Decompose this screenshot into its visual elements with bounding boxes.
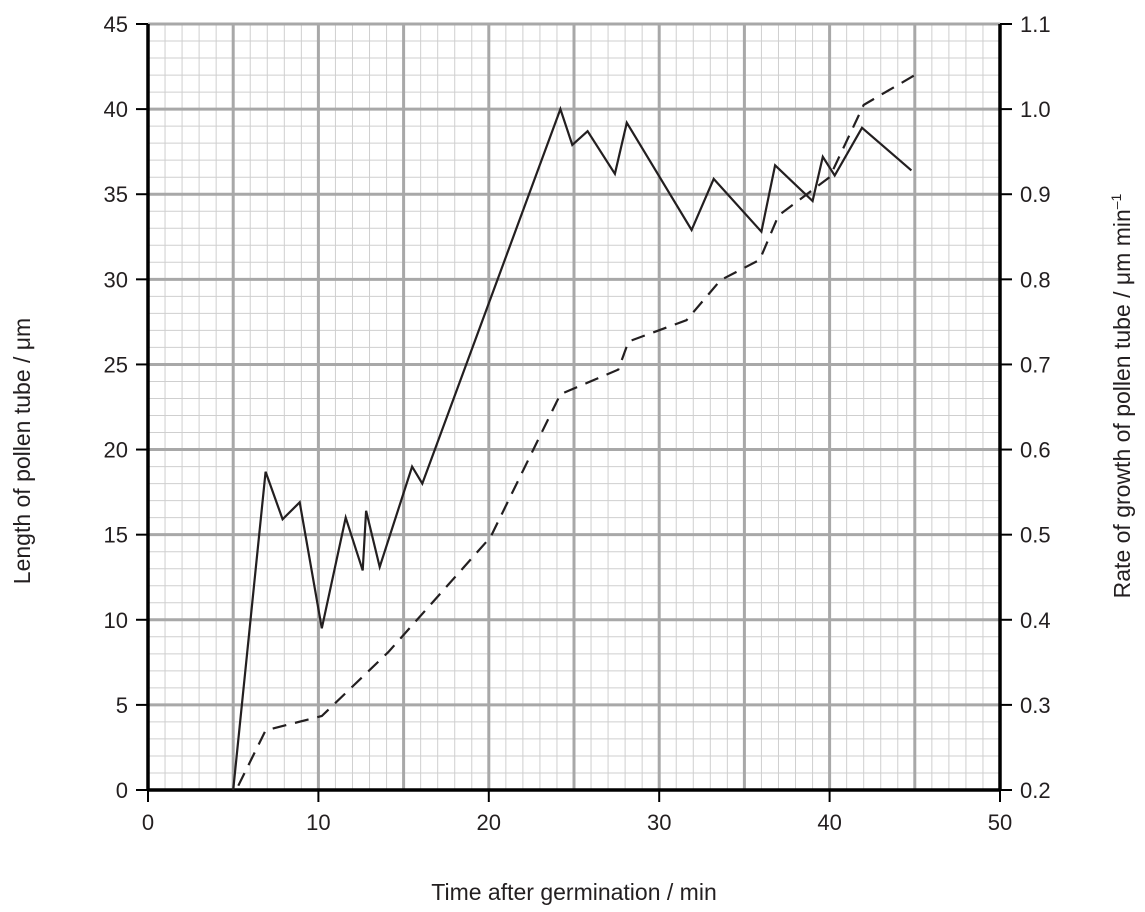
left-y-tick-label: 25 — [104, 352, 128, 377]
right-y-tick-label: 1.1 — [1020, 12, 1051, 37]
x-tick-label: 20 — [477, 810, 501, 835]
x-tick-label: 50 — [988, 810, 1012, 835]
right-y-tick-label: 1.0 — [1020, 97, 1051, 122]
right-y-tick-label: 0.7 — [1020, 352, 1051, 377]
x-tick-label: 0 — [142, 810, 154, 835]
series-line-rate-of-growth — [237, 74, 916, 787]
right-y-tick-label: 0.5 — [1020, 523, 1051, 548]
left-y-tick-label: 35 — [104, 182, 128, 207]
left-y-tick-label: 5 — [116, 693, 128, 718]
x-tick-label: 30 — [647, 810, 671, 835]
left-y-tick-label: 30 — [104, 267, 128, 292]
right-y-axis-title: Rate of growth of pollen tube / μm min–1 — [1108, 193, 1135, 598]
right-y-tick-label: 0.2 — [1020, 778, 1051, 803]
left-y-tick-label: 15 — [104, 523, 128, 548]
x-tick-label: 40 — [817, 810, 841, 835]
series-line-length — [232, 105, 913, 791]
right-y-axis-title-main: Rate of growth of pollen tube / μm min — [1109, 209, 1135, 598]
right-y-tick-label: 0.3 — [1020, 693, 1051, 718]
right-y-axis-title-superscript: –1 — [1108, 193, 1124, 209]
left-y-tick-label: 20 — [104, 438, 128, 463]
right-y-tick-label: 0.6 — [1020, 438, 1051, 463]
tick-marks — [136, 23, 1012, 802]
major-grid — [146, 22, 1002, 792]
x-tick-label: 10 — [306, 810, 330, 835]
tick-labels: 0 10 20 30 40 50 0 5 10 15 20 25 30 35 40 45 0.2 0.3 0.4 0.… — [104, 12, 1051, 835]
axes — [146, 24, 1002, 792]
left-y-tick-label: 0 — [116, 778, 128, 803]
left-y-tick-label: 45 — [104, 12, 128, 37]
right-y-tick-label: 0.9 — [1020, 182, 1051, 207]
right-y-tick-label: 0.4 — [1020, 608, 1051, 633]
right-y-tick-label: 0.8 — [1020, 267, 1051, 292]
left-y-axis-title: Length of pollen tube / μm — [9, 318, 35, 584]
left-y-tick-label: 10 — [104, 608, 128, 633]
series-layer — [232, 74, 916, 791]
left-y-tick-label: 40 — [104, 97, 128, 122]
x-axis-title: Time after germination / min — [431, 879, 716, 905]
